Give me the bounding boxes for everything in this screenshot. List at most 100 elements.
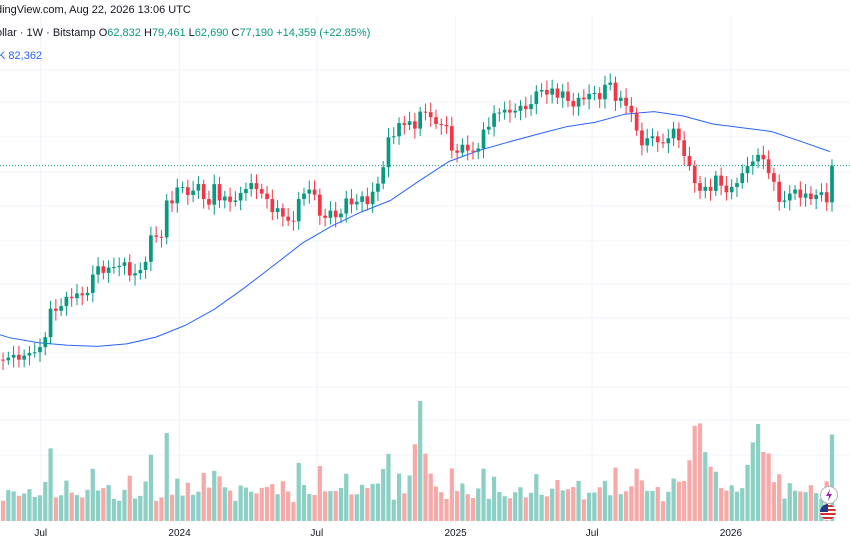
- volume-bar: [650, 491, 655, 521]
- volume-bar: [465, 494, 470, 521]
- volume-bar: [719, 488, 724, 521]
- volume-bar: [307, 494, 312, 521]
- volume-bar: [507, 498, 513, 521]
- candle-body: [624, 97, 628, 106]
- candle-body: [154, 235, 159, 237]
- candle-body: [787, 193, 792, 201]
- change-value: +14,359 (+22.85%): [276, 27, 371, 39]
- candle-body: [735, 183, 739, 187]
- candle-body: [740, 173, 745, 184]
- candle-body: [101, 266, 106, 273]
- volume-bar: [418, 401, 423, 521]
- volume-bar: [196, 491, 201, 521]
- volume-bar: [766, 453, 771, 521]
- volume-bar: [428, 473, 433, 521]
- candle-body: [117, 265, 122, 268]
- volume-bar: [613, 467, 618, 521]
- candle-body: [545, 89, 549, 95]
- volume-bar: [703, 452, 708, 521]
- candle-body: [455, 150, 459, 153]
- candle-body: [566, 91, 570, 101]
- volume-bar: [740, 488, 745, 521]
- candle-body: [59, 306, 63, 311]
- ma-legend: K 82,362: [0, 50, 42, 62]
- volume-bar: [0, 500, 6, 521]
- volume-bar: [565, 489, 571, 521]
- candle-body: [550, 88, 555, 95]
- candle-body: [180, 187, 185, 189]
- candle-body: [323, 215, 327, 218]
- candle-body: [407, 121, 412, 125]
- volume-bar: [808, 485, 813, 521]
- candle-body: [719, 175, 723, 186]
- candle-body: [513, 110, 518, 113]
- volume-bar: [80, 497, 85, 521]
- open-value: 62,832: [107, 27, 141, 39]
- candle-body: [729, 186, 734, 193]
- volume-bar: [365, 488, 370, 521]
- volume-bar: [280, 481, 285, 521]
- candle-body: [112, 267, 116, 269]
- us-flag-icon[interactable]: [820, 504, 836, 520]
- volume-bar: [634, 468, 639, 521]
- volume-bar: [412, 444, 417, 521]
- volume-bar: [486, 498, 491, 521]
- candle-body: [814, 194, 819, 200]
- volume-bar: [328, 491, 333, 521]
- candle-body: [460, 144, 465, 153]
- candle-body: [175, 187, 180, 204]
- candle-body: [64, 296, 69, 307]
- candle-body: [259, 189, 264, 194]
- candle-body: [650, 136, 655, 139]
- volume-bar: [782, 498, 787, 521]
- candle-body: [360, 196, 364, 202]
- volume-bar: [555, 479, 560, 521]
- candle-body: [618, 97, 623, 101]
- close-label: C: [231, 27, 240, 39]
- volume-bar: [602, 480, 608, 521]
- volume-bar: [550, 488, 555, 521]
- candle-body: [497, 112, 502, 114]
- candle-body: [275, 208, 280, 213]
- candle-body: [423, 111, 428, 113]
- volume-bar: [581, 499, 586, 521]
- volume-bar: [32, 496, 37, 521]
- candle-body: [185, 187, 190, 195]
- candle-body: [529, 104, 533, 110]
- lightning-icon[interactable]: [820, 486, 838, 504]
- volume-bar: [391, 499, 396, 521]
- volume-bar: [528, 492, 534, 521]
- volume-bar: [333, 490, 338, 521]
- candle-body: [354, 201, 359, 205]
- candle-body: [328, 210, 333, 218]
- candle-body: [745, 166, 750, 174]
- volume-bar: [354, 494, 359, 521]
- candle-body: [603, 84, 607, 100]
- grid-lines: [0, 15, 850, 525]
- candle-body: [296, 199, 301, 222]
- candle-body: [476, 148, 481, 152]
- volume-bar: [338, 487, 344, 521]
- x-tick-label: 2024: [168, 528, 191, 539]
- candle-body: [449, 126, 454, 151]
- candle-body: [265, 193, 269, 200]
- volume-bar: [750, 442, 755, 521]
- volume-bar: [11, 491, 16, 521]
- volume-bar: [777, 474, 782, 521]
- candle-body: [201, 184, 206, 200]
- candle-body: [291, 220, 296, 222]
- candle-body: [655, 136, 660, 143]
- open-label: O: [98, 27, 108, 39]
- x-tick-label: Jul: [34, 528, 47, 539]
- high-value: 79,461: [151, 27, 186, 39]
- candle-body: [703, 186, 708, 191]
- candle-body: [127, 262, 132, 276]
- candle-body: [523, 105, 528, 110]
- candle-body: [798, 189, 803, 198]
- volume-bar: [243, 487, 249, 521]
- volume-bar: [792, 490, 798, 521]
- candle-body: [133, 273, 137, 276]
- volume-bar: [639, 480, 645, 521]
- candle-body: [724, 185, 729, 193]
